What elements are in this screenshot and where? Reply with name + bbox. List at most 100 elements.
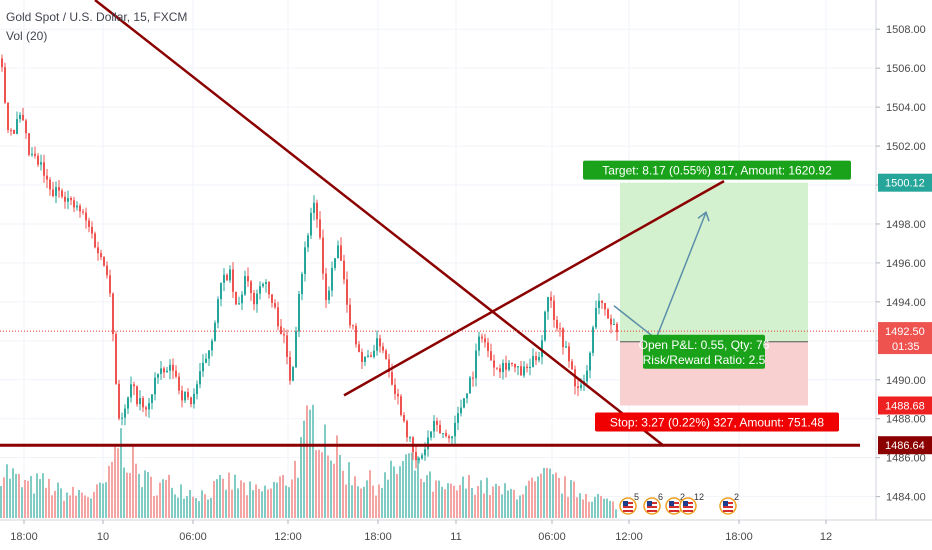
volume-bar xyxy=(411,452,413,518)
candle-body xyxy=(529,367,531,369)
candle-body xyxy=(136,386,138,405)
volume-bar xyxy=(219,475,221,518)
time-axis[interactable]: 18:00 10 06:00 12:00 18:00 11 06:00 12:00 18:00 1… xyxy=(0,519,932,550)
candle-body xyxy=(343,260,345,280)
volume-bar xyxy=(582,499,584,518)
candle-body xyxy=(226,274,228,281)
volume-bar xyxy=(33,493,35,518)
volume-bar xyxy=(528,480,530,518)
candle-body xyxy=(241,294,243,304)
candle-body xyxy=(385,350,387,360)
candle-body xyxy=(268,282,270,295)
candle-body xyxy=(190,397,192,405)
candle-body xyxy=(307,235,309,248)
volume-bar xyxy=(114,445,116,518)
candle-body xyxy=(541,340,543,358)
candle-body xyxy=(148,403,150,410)
volume-bar xyxy=(258,488,260,518)
volume-bar xyxy=(246,495,248,518)
flag-canton xyxy=(669,501,674,506)
candle-body xyxy=(481,336,483,339)
volume-bar xyxy=(561,493,563,518)
volume-bar xyxy=(18,473,20,518)
volume-indicator-title[interactable]: Vol (20) xyxy=(6,29,48,43)
risk-reward-label: Risk/Reward Ratio: 2.5 xyxy=(643,353,766,367)
candle-body xyxy=(409,437,411,439)
volume-bar xyxy=(216,479,218,518)
volume-bar xyxy=(111,461,113,518)
volume-bar xyxy=(378,484,380,518)
volume-bar xyxy=(249,481,251,518)
flag-stripe xyxy=(723,510,733,512)
volume-bar xyxy=(210,497,212,518)
volume-bar xyxy=(162,479,164,518)
candle-body xyxy=(7,102,9,130)
volume-bar xyxy=(303,420,305,518)
symbol-title[interactable]: Gold Spot / U.S. Dollar, 15, FXCM xyxy=(6,10,188,24)
candle-body xyxy=(118,383,120,419)
volume-bar xyxy=(447,483,449,518)
volume-bar xyxy=(291,479,293,518)
volume-bar xyxy=(525,485,527,518)
event-count: 2 xyxy=(680,492,685,502)
volume-bar xyxy=(540,473,542,518)
volume-bar xyxy=(324,424,326,518)
rising-support-line[interactable] xyxy=(343,180,725,397)
candle-body xyxy=(184,391,186,401)
volume-bar xyxy=(396,473,398,518)
candle-body xyxy=(382,346,384,351)
volume-bar xyxy=(435,480,437,518)
candle-body xyxy=(73,200,75,208)
candle-body xyxy=(592,327,594,353)
candle-body xyxy=(88,220,90,227)
candle-body xyxy=(577,386,579,389)
candle-body xyxy=(262,283,264,287)
volume-bar xyxy=(225,489,227,518)
candle-body xyxy=(535,356,537,361)
candle-body xyxy=(316,202,318,220)
candle-body xyxy=(415,452,417,461)
volume-bar xyxy=(405,454,407,518)
volume-bar xyxy=(333,463,335,518)
candle-body xyxy=(346,279,348,305)
drawings[interactable] xyxy=(0,0,876,447)
candle-body xyxy=(322,237,324,274)
candle-body xyxy=(490,351,492,361)
candle-body xyxy=(505,363,507,370)
volume-bar xyxy=(546,467,548,518)
candle-body xyxy=(427,437,429,450)
candle-body xyxy=(598,300,600,309)
price-axis[interactable]: 1508.001506.001504.001502.001500.001498.… xyxy=(875,0,932,550)
candle-body xyxy=(391,371,393,385)
volume-bar xyxy=(243,482,245,518)
time-tick-label: 12 xyxy=(820,531,832,543)
volume-bar xyxy=(522,494,524,518)
volume-bar xyxy=(507,490,509,518)
candle-body xyxy=(139,398,141,405)
candle-body xyxy=(337,245,339,259)
position-zones xyxy=(620,182,808,406)
volume-bar xyxy=(174,494,176,518)
candle-body xyxy=(58,187,60,191)
price-tick-label: 1486.00 xyxy=(886,453,926,465)
volume-bar xyxy=(429,471,431,518)
volume-bar xyxy=(90,498,92,518)
volume-bar xyxy=(276,482,278,518)
candle-body xyxy=(211,340,213,351)
time-tick-label: 18:00 xyxy=(10,531,38,543)
price-tick-label: 1496.00 xyxy=(886,258,926,270)
volume-bar xyxy=(159,482,161,518)
volume-bar xyxy=(48,478,50,518)
volume-bar xyxy=(315,450,317,518)
economic-events[interactable]: 5 6 2 12 2 xyxy=(619,492,739,515)
volume-bar xyxy=(342,470,344,518)
falling-resistance-line[interactable] xyxy=(94,0,665,447)
volume-bar xyxy=(21,487,23,518)
candle-body xyxy=(43,162,45,176)
volume-bar xyxy=(141,487,143,518)
candle-body xyxy=(37,155,39,165)
candle-body xyxy=(25,120,27,134)
candle-body xyxy=(193,393,195,405)
volume-bar xyxy=(570,480,572,518)
